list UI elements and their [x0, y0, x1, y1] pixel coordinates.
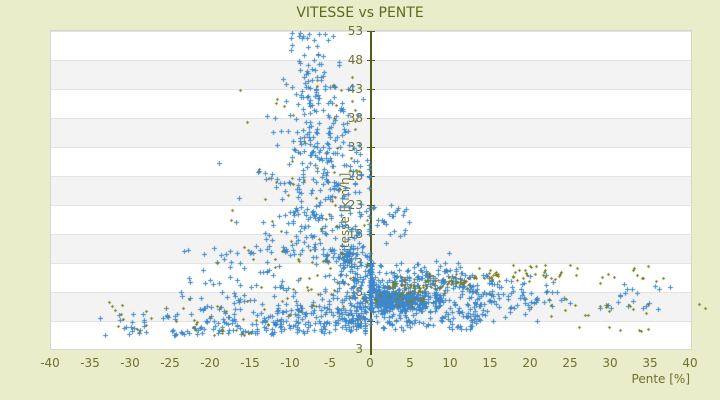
x-tick-label: -5: [324, 356, 336, 370]
x-tick-label: -20: [200, 356, 220, 370]
x-tick-label: -10: [280, 356, 300, 370]
scatter-canvas: [51, 31, 709, 349]
x-tick-label: 25: [562, 356, 578, 370]
x-tick-label: 15: [482, 356, 498, 370]
y-axis-min-label: 3: [355, 342, 363, 356]
x-tick-label: 30: [602, 356, 618, 370]
x-tick-label: 35: [642, 356, 658, 370]
x-tick-label: -40: [40, 356, 60, 370]
x-axis-title: Pente [%]: [631, 372, 690, 386]
plot-area: 534843383328231813833 Vitesse [km/h]: [50, 24, 709, 356]
x-tick-label: -25: [160, 356, 180, 370]
x-tick-label: -30: [120, 356, 140, 370]
chart-title: VITESSE vs PENTE: [296, 5, 424, 21]
x-tick-label: -35: [80, 356, 100, 370]
x-tick-label: 10: [442, 356, 458, 370]
x-tick-label: 40: [682, 356, 698, 370]
x-tick-label: 0: [366, 356, 374, 370]
x-tick-label: 5: [406, 356, 414, 370]
x-tick-label: -15: [240, 356, 260, 370]
x-tick-label: 20: [522, 356, 538, 370]
